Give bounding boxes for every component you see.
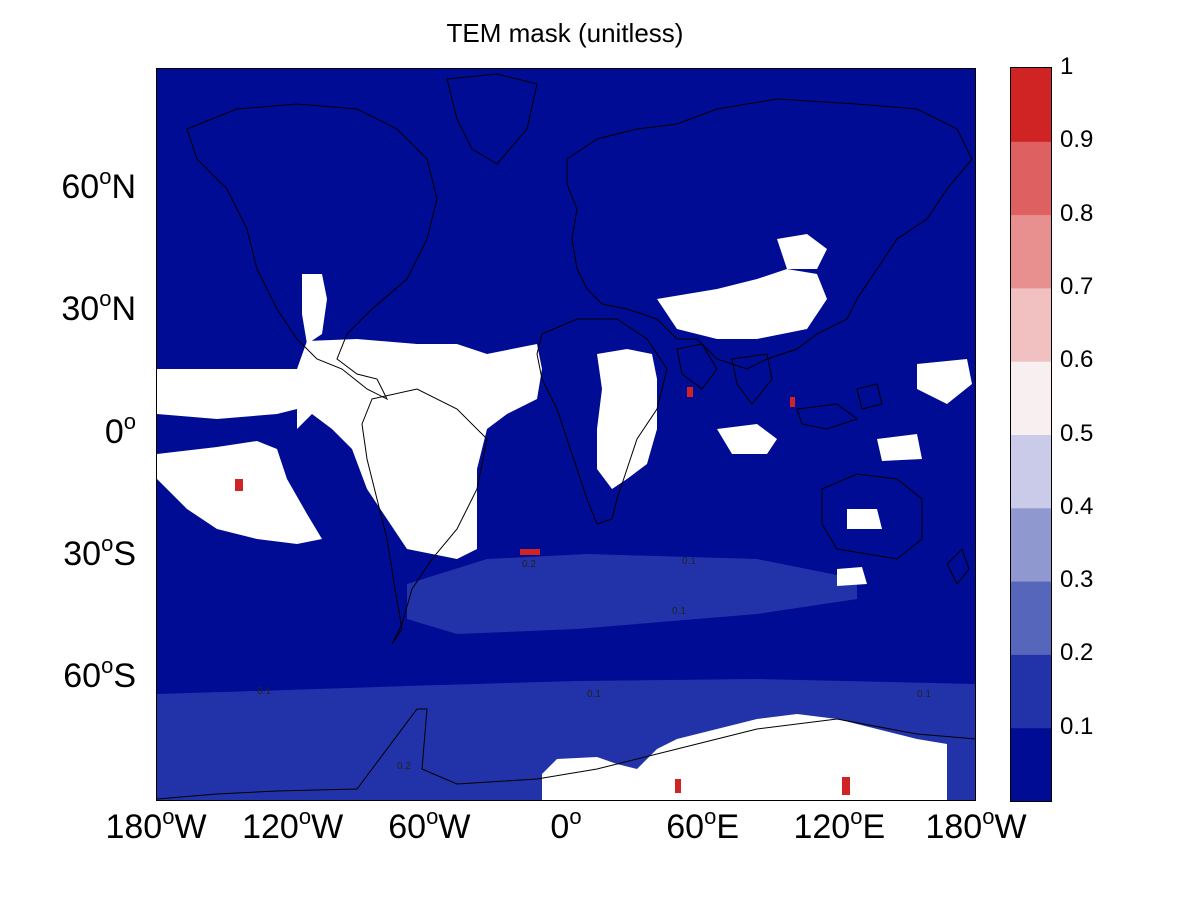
colorbar-tick-label: 0.9 (1060, 126, 1094, 154)
contour-label: 0.1 (672, 606, 686, 617)
latitude-tick-label: 60oN (61, 164, 136, 207)
colorbar-tick-label: 0.8 (1060, 199, 1094, 227)
map-canvas: 0.1 0.1 0.1 0.1 0.2 0.1 0.2 (157, 69, 975, 800)
contour-label: 0.1 (257, 686, 271, 697)
colorbar-tick-label: 0.3 (1060, 566, 1094, 594)
longitude-tick-label: 60oE (666, 804, 740, 846)
longitude-tick-label: 120oE (793, 804, 886, 846)
latitude-tick-label: 60oS (63, 652, 136, 695)
colorbar-swatch (1011, 654, 1051, 729)
longitude-tick-label: 60oW (388, 804, 471, 846)
longitude-tick-label: 180oW (925, 804, 1027, 846)
colorbar (1010, 67, 1052, 802)
latitude-tick-label: 0o (104, 408, 136, 451)
mask-red-spots (235, 387, 850, 795)
colorbar-swatch (1011, 68, 1051, 142)
colorbar-swatch (1011, 214, 1051, 289)
colorbar-tick-label: 0.5 (1060, 419, 1094, 447)
contour-labels: 0.1 0.1 0.1 0.1 0.2 0.1 0.2 (257, 556, 931, 772)
colorbar-tick-label: 0.6 (1060, 346, 1094, 374)
chart-title: TEM mask (unitless) (446, 18, 684, 48)
colorbar-swatch (1011, 581, 1051, 655)
longitude-tick-label: 120oW (242, 804, 344, 846)
longitude-tick-label: 180oW (105, 804, 207, 846)
contour-label: 0.1 (917, 689, 931, 700)
colorbar-swatch (1011, 361, 1051, 435)
colorbar-swatch (1011, 727, 1051, 801)
contour-label: 0.2 (522, 559, 536, 570)
colorbar-tick-label: 0.2 (1060, 639, 1094, 667)
contour-label: 0.1 (682, 556, 696, 567)
colorbar-tick-label: 0.4 (1060, 492, 1094, 520)
colorbar-swatches (1011, 68, 1051, 801)
colorbar-swatch (1011, 434, 1051, 509)
contour-label: 0.1 (587, 689, 601, 700)
colorbar-swatch (1011, 287, 1051, 362)
colorbar-tick-label: 0.1 (1060, 712, 1094, 740)
south-atlantic-indian-band-0.2 (407, 554, 857, 634)
coastlines (157, 73, 975, 800)
longitude-tick-label: 0o (550, 804, 582, 846)
colorbar-tick-label: 0.7 (1060, 272, 1094, 300)
latitude-tick-label: 30oN (61, 286, 136, 329)
map-plot-area: 0.1 0.1 0.1 0.1 0.2 0.1 0.2 (156, 68, 976, 801)
latitude-tick-label: 30oS (63, 530, 136, 573)
contour-label: 0.2 (397, 761, 411, 772)
colorbar-tick-label: 1 (1060, 53, 1074, 80)
colorbar-swatch (1011, 507, 1051, 582)
colorbar-swatch (1011, 141, 1051, 216)
